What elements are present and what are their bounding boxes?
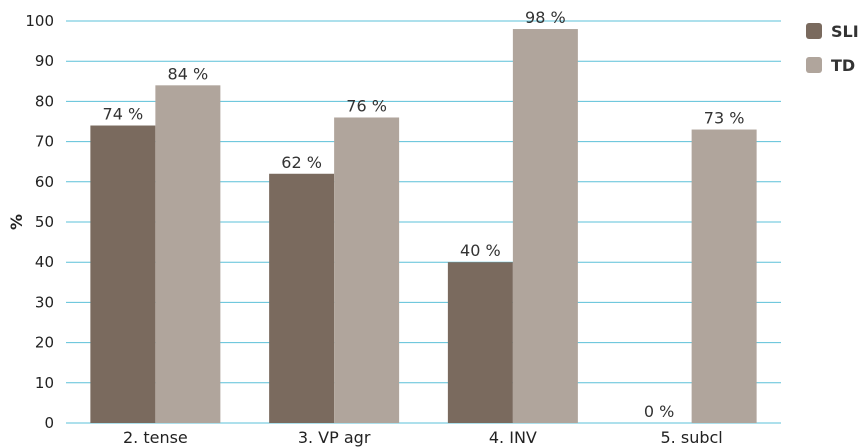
legend-swatch-sli: [806, 23, 822, 39]
legend-label-sli: SLI: [831, 21, 858, 41]
data-labels: 74 % 84 % 62 % 76 % 40 % 98 % 0 % 73 %: [103, 8, 745, 421]
bar-sli-2: [269, 173, 335, 423]
bars: [90, 29, 757, 424]
legend-label-td: TD: [831, 55, 856, 75]
x-category-label: 2. tense: [123, 428, 188, 447]
y-tick-label: 100: [25, 12, 54, 30]
y-tick-label: 60: [35, 173, 54, 191]
bar-td-1: [155, 85, 221, 423]
y-tick-label: 50: [35, 213, 54, 231]
x-category-label: 5. subcl: [661, 428, 723, 447]
y-tick-label: 20: [35, 334, 54, 352]
legend-item-td: TD: [806, 54, 858, 76]
bar-sli-3: [447, 262, 513, 423]
data-label: 62 %: [281, 153, 322, 172]
bar-td-4: [691, 129, 757, 424]
data-label: 76 %: [346, 96, 387, 115]
data-label: 74 %: [103, 105, 144, 124]
bar-sli-1: [90, 125, 156, 424]
bar-td-3: [512, 29, 578, 423]
legend-swatch-td: [806, 57, 822, 73]
y-tick-label: 10: [35, 374, 54, 392]
x-axis-categories: 2. tense 3. VP agr 4. INV 5. subcl: [123, 428, 723, 447]
legend-item-sli: SLI: [806, 20, 858, 42]
bar-td-2: [334, 117, 400, 423]
x-category-label: 3. VP agr: [298, 428, 371, 447]
data-label: 98 %: [525, 8, 566, 27]
y-axis-ticks: 0 10 20 30 40 50 60 70 80 90 100: [25, 12, 54, 432]
data-label: 73 %: [704, 109, 745, 128]
y-tick-label: 70: [35, 133, 54, 151]
data-label: 84 %: [168, 64, 209, 83]
y-tick-label: 80: [35, 92, 54, 110]
legend: SLI TD: [806, 20, 858, 88]
x-category-label: 4. INV: [489, 428, 537, 447]
y-axis-label: %: [7, 214, 26, 230]
y-tick-label: 90: [35, 52, 54, 70]
y-tick-label: 40: [35, 253, 54, 271]
data-label: 40 %: [460, 241, 501, 260]
y-tick-label: 30: [35, 293, 54, 311]
data-label: 0 %: [644, 402, 674, 421]
y-tick-label: 0: [44, 414, 54, 432]
